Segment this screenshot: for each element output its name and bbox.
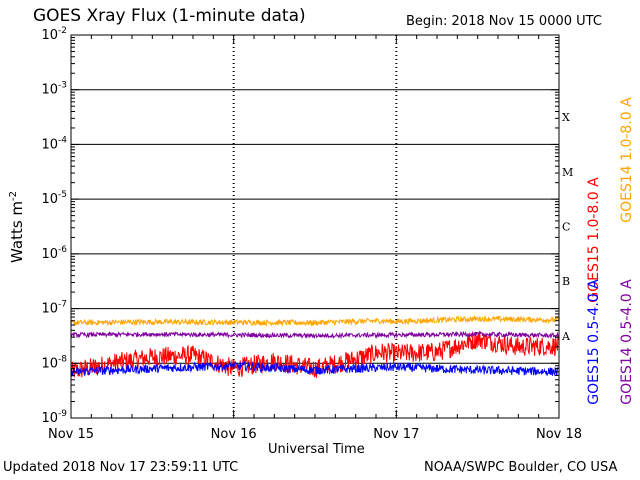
y-tick-label: 10-2 [41,26,67,43]
y-axis-label-exponent: -2 [8,190,19,201]
legend-entry: GOES14 1.0-8.0 A [619,97,635,223]
chart-title: GOES Xray Flux (1-minute data) [33,6,306,26]
legend-entry: GOES14 0.5-4.0 A [619,279,635,405]
series-line [70,331,560,378]
begin-time: Begin: 2018 Nov 15 0000 UTC [406,14,602,29]
flare-class-label: A [561,330,571,343]
y-tick-label: 10-3 [41,81,67,98]
x-axis-label: Universal Time [268,442,365,457]
y-tick-label: 10-6 [41,245,67,262]
flare-class-label: M [562,166,573,179]
series-line [70,315,560,327]
x-tick-label: Nov 16 [211,427,257,442]
y-tick-label: 10-8 [41,354,67,371]
y-tick-label: 10-7 [41,300,67,317]
flare-class-label: B [562,275,570,288]
x-tick-label: Nov 15 [48,427,94,442]
updated-timestamp: Updated 2018 Nov 17 23:59:11 UTC [3,460,239,475]
series-line [70,360,560,378]
x-tick-label: Nov 18 [536,427,582,442]
y-tick-label: 10-5 [41,190,67,207]
y-tick-label: 10-4 [41,135,67,152]
y-axis-label-text: Watts m [8,200,26,263]
credit-line: NOAA/SWPC Boulder, CO USA [424,460,618,475]
legend-entry: GOES15 1.0-8.0 A [586,177,602,303]
x-tick-label: Nov 17 [373,427,419,442]
series-line [70,330,560,340]
y-axis-label: Watts m-2 [8,191,26,263]
y-tick-label: 10-9 [41,409,67,426]
flare-class-label: C [562,221,570,234]
legend-entry: GOES15 0.5-4.0 A [586,279,602,405]
flare-class-label: X [562,111,570,124]
